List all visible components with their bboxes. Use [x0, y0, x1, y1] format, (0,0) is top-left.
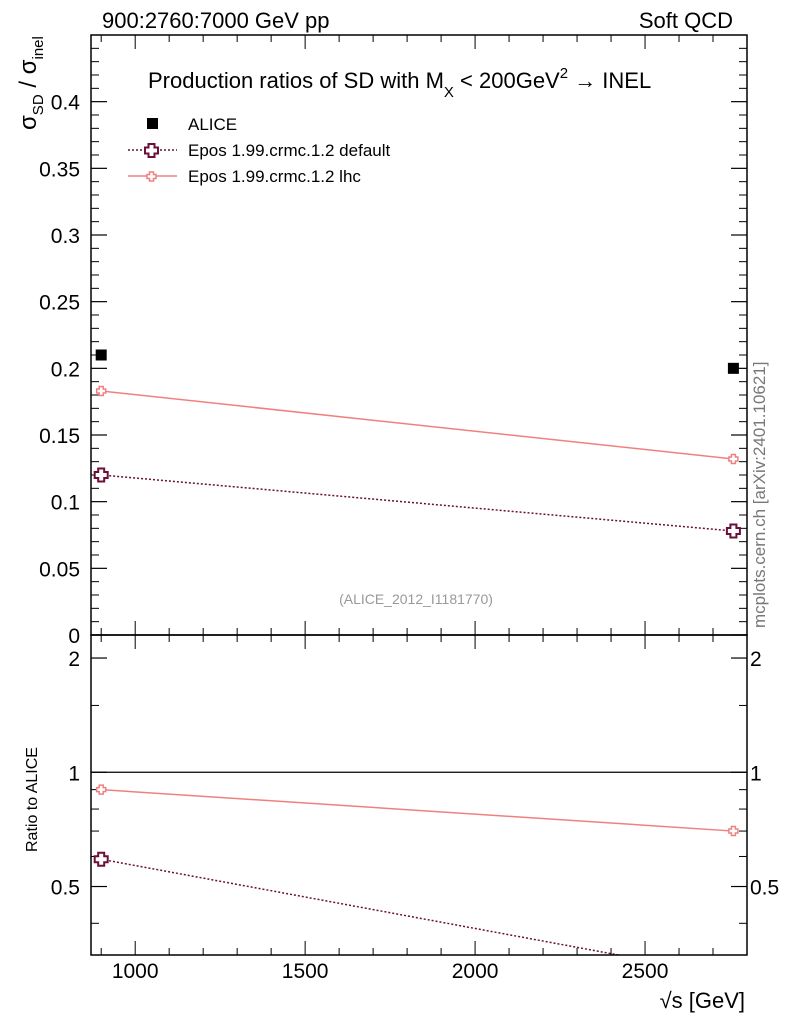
legend-label-lhc: Epos 1.99.crmc.1.2 lhc [188, 167, 361, 186]
ratio-plot-frame [90, 634, 748, 956]
main-y-ticks: 0 0.05 0.1 0.15 0.2 0.25 0.3 0.35 0.4 [39, 47, 747, 648]
main-data-point-lhc [728, 453, 739, 465]
ratio-y-tick-label: 2 [68, 648, 80, 671]
ratio-y-axis-label: Ratio to ALICE [24, 747, 41, 852]
ratio-series-line-1 [101, 788, 734, 832]
category-header: Soft QCD [639, 8, 733, 33]
energy-header: 900:2760:7000 GeV pp [102, 8, 330, 33]
chart-title: Production ratios of SD with MX < 200GeV… [148, 65, 651, 101]
ratio-y-ticks: 0.5 0.5 1 1 2 2 [51, 648, 779, 924]
main-y-tick-label: 0.05 [39, 558, 80, 581]
ratio-y-tick-label: 0.5 [51, 877, 80, 900]
x-ticks: 1000 1500 2000 2500 [100, 35, 748, 983]
ratio-series-group [93, 784, 740, 983]
main-data-point-alice [95, 349, 107, 361]
x-tick-label: 2000 [452, 960, 499, 983]
main-data-point-default [93, 467, 109, 483]
x-tick-label: 1000 [112, 960, 159, 983]
main-data-point-default [725, 523, 741, 539]
x-tick-label: 1500 [282, 960, 329, 983]
ratio-y-tick-label: 1 [68, 762, 80, 785]
main-y-tick-label: 0.15 [39, 425, 80, 448]
legend-marker-alice [147, 118, 158, 129]
main-data-point-alice [727, 362, 739, 374]
main-series-group [93, 349, 741, 539]
main-y-tick-label: 0.2 [51, 358, 80, 381]
analysis-watermark: (ALICE_2012_I1181770) [339, 591, 493, 607]
legend-label-default: Epos 1.99.crmc.1.2 default [188, 141, 391, 160]
main-y-tick-label: 0.4 [51, 92, 81, 115]
ratio-series-line-0 [101, 858, 623, 955]
x-tick-label: 2500 [622, 960, 669, 983]
main-y-tick-label: 0.1 [51, 492, 80, 515]
main-y-tick-label: 0.35 [39, 158, 80, 181]
mcplots-side-label: mcplots.cern.ch [arXiv:2401.10621] [750, 362, 769, 628]
main-y-tick-label: 0.3 [51, 225, 80, 248]
ratio-data-point-default [727, 970, 740, 983]
ratio-data-point-default [93, 851, 109, 867]
ratio-data-point-lhc [728, 825, 739, 837]
ratio-y-tick-label-right: 1 [750, 762, 762, 785]
ratio-y-tick-label-right: 0.5 [750, 877, 779, 900]
legend: ALICE Epos 1.99.crmc.1.2 default Epos 1.… [128, 115, 391, 186]
ratio-data-point-lhc [95, 784, 107, 795]
main-y-tick-label: 0 [68, 625, 80, 648]
main-series-line-1 [101, 474, 734, 532]
main-series-line-2 [101, 390, 734, 460]
legend-marker-lhc [146, 171, 157, 182]
main-data-point-lhc [95, 385, 107, 397]
legend-marker-default [144, 143, 159, 158]
main-y-tick-label: 0.25 [39, 292, 80, 315]
ratio-y-tick-label-right: 2 [750, 648, 762, 671]
main-y-axis-label: σSD / σinel [15, 36, 47, 130]
x-axis-label: √s [GeV] [660, 988, 745, 1013]
legend-label-alice: ALICE [188, 115, 237, 134]
